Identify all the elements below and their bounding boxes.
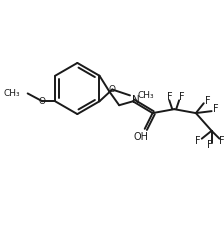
Text: CH₃: CH₃ [138,91,155,100]
Text: F: F [213,104,218,114]
Text: F: F [205,96,211,106]
Text: F: F [179,92,185,102]
Text: OH: OH [133,132,148,142]
Text: O: O [109,85,116,94]
Text: O: O [39,97,46,106]
Text: F: F [207,139,212,149]
Text: F: F [195,136,201,146]
Text: N: N [132,95,140,105]
Text: F: F [168,92,173,102]
Text: CH₃: CH₃ [3,89,20,98]
Text: F: F [219,136,224,146]
